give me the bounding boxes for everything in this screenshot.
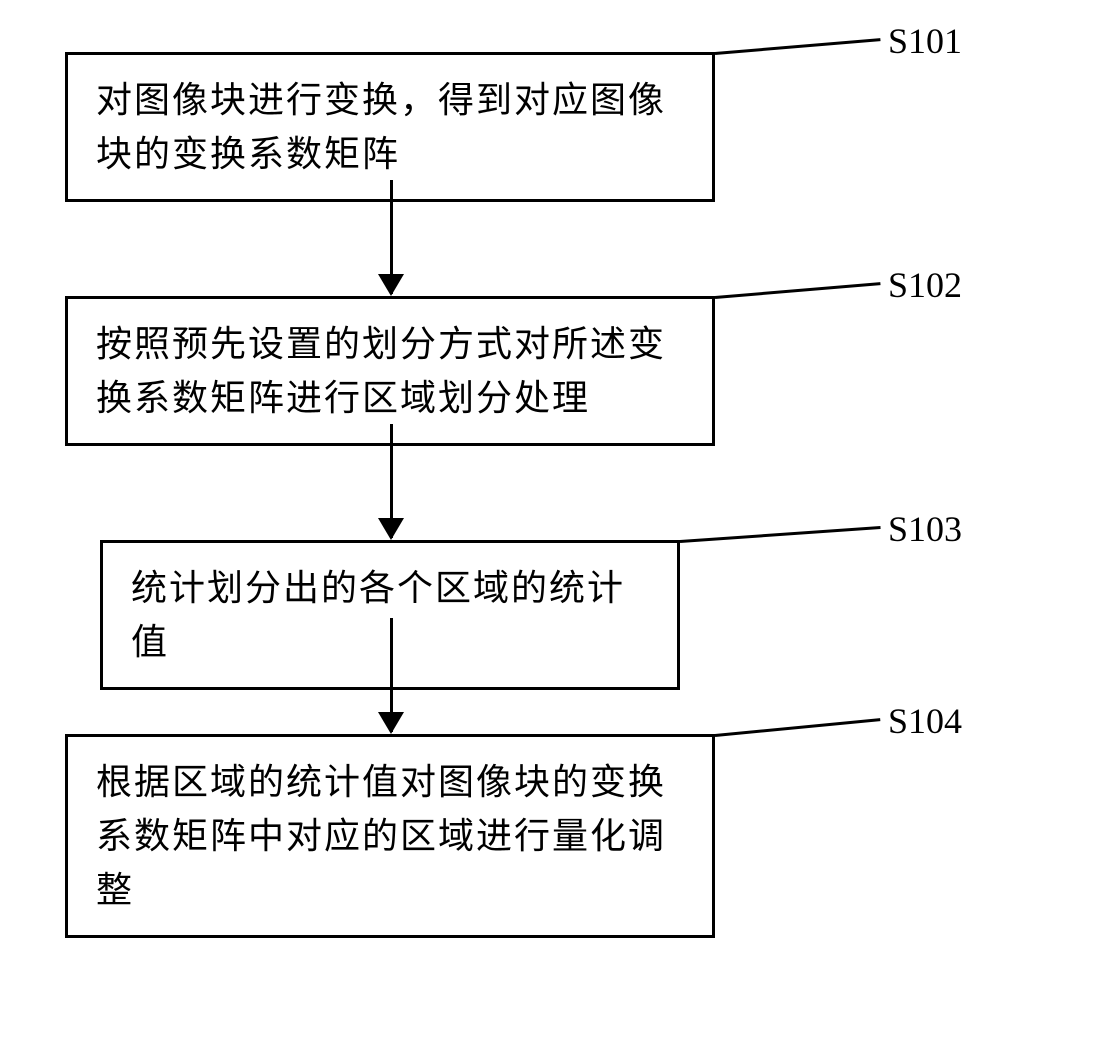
label-text: S104 <box>888 701 962 741</box>
step-label-s101: S101 <box>888 20 962 62</box>
leader-line-s104 <box>715 718 881 737</box>
step-text: 根据区域的统计值对图像块的变换系数矩阵中对应的区域进行量化调整 <box>96 762 666 910</box>
flowchart-container: 对图像块进行变换，得到对应图像块的变换系数矩阵 S101 按照预先设置的划分方式… <box>0 0 1100 1064</box>
step-label-s102: S102 <box>888 264 962 306</box>
step-box-s104: 根据区域的统计值对图像块的变换系数矩阵中对应的区域进行量化调整 <box>65 734 715 938</box>
leader-line-s102 <box>715 282 881 299</box>
leader-line-s101 <box>715 38 881 55</box>
label-text: S103 <box>888 509 962 549</box>
arrow-s103-s104 <box>390 618 393 732</box>
step-label-s104: S104 <box>888 700 962 742</box>
step-label-s103: S103 <box>888 508 962 550</box>
step-text: 对图像块进行变换，得到对应图像块的变换系数矩阵 <box>96 80 666 174</box>
label-text: S101 <box>888 21 962 61</box>
step-text: 按照预先设置的划分方式对所述变换系数矩阵进行区域划分处理 <box>96 324 666 418</box>
step-text: 统计划分出的各个区域的统计值 <box>131 568 625 662</box>
label-text: S102 <box>888 265 962 305</box>
leader-line-s103 <box>680 526 881 543</box>
arrow-s101-s102 <box>390 180 393 294</box>
arrow-s102-s103 <box>390 424 393 538</box>
